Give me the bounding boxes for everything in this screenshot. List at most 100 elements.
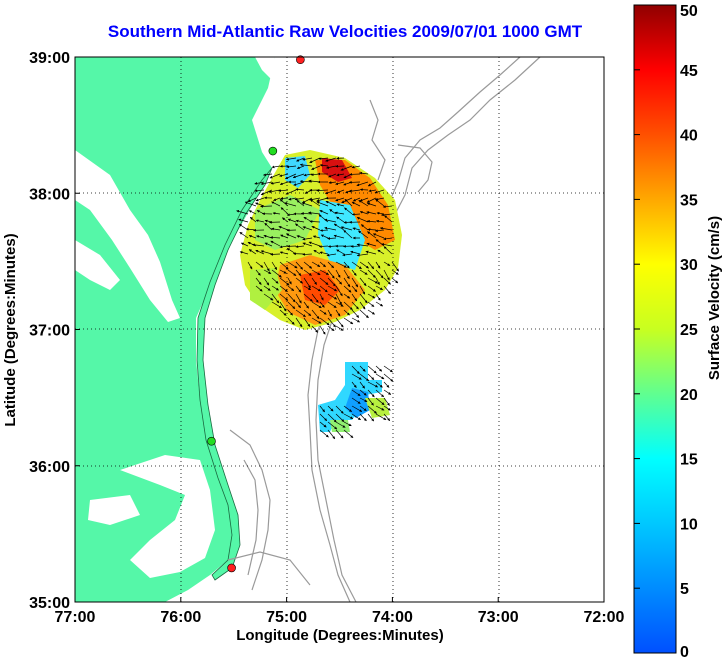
velocity-arrow — [287, 261, 298, 269]
velocity-arrow — [326, 253, 337, 257]
velocity-arrow — [366, 202, 377, 207]
velocity-arrow — [302, 157, 313, 161]
velocity-arrow — [319, 293, 324, 301]
colorbar-label: Surface Velocity (cm/s) — [706, 216, 723, 380]
velocity-arrow — [303, 309, 312, 317]
velocity-arrow — [375, 219, 385, 223]
colorbar-tick-label: 10 — [680, 516, 698, 533]
velocity-arrow — [278, 226, 289, 231]
velocity-arrow — [359, 285, 366, 295]
velocity-arrow — [294, 197, 305, 201]
velocity-arrow — [365, 250, 377, 255]
colorbar-tick-label: 40 — [680, 128, 698, 145]
velocity-arrow — [311, 309, 320, 320]
velocity-arrow — [333, 234, 345, 239]
velocity-arrow — [391, 269, 399, 275]
velocity-arrow — [308, 241, 321, 247]
velocity-arrow — [351, 365, 360, 375]
velocity-arrow — [319, 210, 329, 215]
velocity-arrow — [238, 218, 249, 223]
velocity-arrow — [375, 397, 385, 406]
velocity-arrow — [279, 269, 287, 274]
velocity-arrow — [351, 213, 361, 216]
velocity-arrow — [327, 269, 335, 279]
velocity-arrow — [268, 189, 281, 194]
velocity-arrow — [327, 285, 337, 292]
velocity-arrow — [335, 413, 345, 422]
velocity-arrow — [303, 277, 311, 289]
velocity-arrow — [295, 285, 302, 293]
velocity-arrow — [311, 293, 319, 303]
velocity-arrow — [296, 235, 305, 239]
velocity-arrow — [263, 269, 272, 274]
velocity-arrow — [343, 277, 351, 288]
velocity-arrow — [351, 413, 361, 421]
velocity-arrow — [336, 173, 345, 177]
velocity-arrow — [248, 249, 257, 255]
velocity-arrow — [308, 211, 321, 215]
velocity-arrow — [335, 285, 343, 297]
velocity-arrow — [263, 173, 273, 177]
velocity-arrow — [279, 301, 287, 312]
velocity-arrow — [377, 249, 385, 255]
velocity-arrow — [327, 325, 335, 332]
velocity-arrow — [327, 429, 336, 440]
velocity-arrow — [292, 173, 305, 179]
velocity-arrow — [335, 197, 345, 202]
velocity-arrow — [264, 222, 273, 231]
velocity-arrow — [327, 277, 336, 287]
velocity-arrow — [263, 277, 270, 286]
velocity-arrow — [375, 277, 380, 286]
velocity-arrow — [384, 215, 393, 223]
velocity-arrow — [342, 253, 353, 257]
velocity-arrow — [336, 216, 345, 223]
velocity-arrow — [351, 269, 357, 276]
velocity-arrow — [312, 235, 321, 239]
velocity-arrow — [367, 231, 377, 239]
velocity-arrow — [319, 317, 330, 326]
velocity-arrow — [279, 285, 288, 292]
velocity-arrow — [279, 277, 290, 286]
velocity-arrow — [327, 237, 337, 240]
velocity-arrow — [287, 301, 296, 309]
y-tick-label: 36:00 — [29, 459, 70, 476]
colorbar-tick-label: 25 — [680, 322, 698, 339]
velocity-arrow — [311, 325, 319, 333]
station-marker — [207, 436, 216, 446]
colorbar — [633, 4, 677, 654]
velocity-arrow — [316, 201, 329, 207]
velocity-arrow — [271, 165, 281, 169]
velocity-arrow — [367, 389, 375, 398]
velocity-arrow — [239, 231, 249, 239]
velocity-arrow — [280, 196, 289, 200]
velocity-arrow — [279, 181, 289, 186]
velocity-arrow — [335, 309, 341, 317]
velocity-arrow — [344, 207, 353, 215]
velocity-arrow — [325, 157, 337, 162]
velocity-arrow — [391, 277, 399, 284]
velocity-arrow — [272, 211, 281, 215]
velocity-arrow — [285, 157, 297, 161]
velocity-arrow — [270, 240, 281, 247]
velocity-arrow — [311, 269, 321, 276]
velocity-arrow — [295, 219, 305, 223]
velocity-arrow — [311, 226, 321, 231]
velocity-arrow — [335, 181, 345, 186]
x-axis-label: Longitude (Degrees:Minutes) — [236, 627, 444, 644]
velocity-arrow — [325, 200, 337, 207]
velocity-arrow — [343, 309, 350, 316]
velocity-arrow — [255, 219, 265, 223]
velocity-arrow — [327, 317, 336, 328]
map-title: Southern Mid-Atlantic Raw Velocities 200… — [107, 22, 583, 41]
velocity-arrow — [367, 405, 377, 414]
velocity-arrow — [327, 309, 332, 317]
velocity-arrow — [327, 261, 334, 269]
velocity-arrow — [379, 227, 393, 231]
velocity-arrow — [374, 189, 385, 194]
velocity-arrow — [366, 211, 377, 215]
velocity-arrow — [319, 277, 329, 285]
velocity-arrow — [319, 429, 329, 438]
velocity-arrow — [359, 405, 367, 412]
velocity-arrow — [343, 405, 353, 412]
y-axis-label: Latitude (Degrees:Minutes) — [2, 233, 19, 426]
